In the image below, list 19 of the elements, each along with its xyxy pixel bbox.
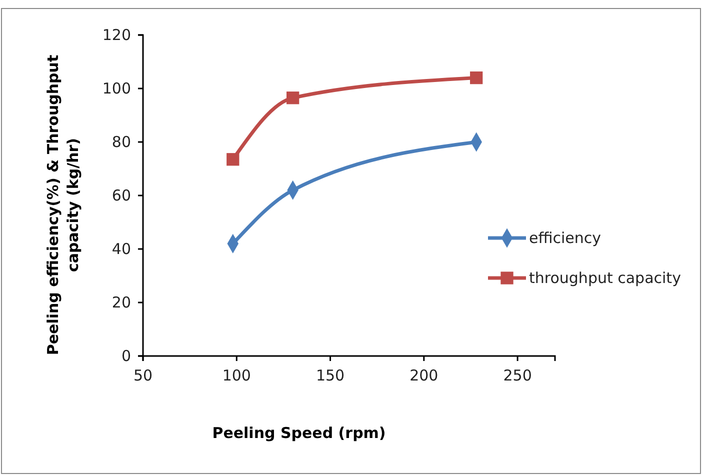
x-tick-label: 150 [316,366,345,385]
point [470,71,483,84]
point [286,92,300,104]
y-axis-title: Peeling efficiency(%) & Throughput capacity (kg/hr) [44,54,82,356]
y-tick-label: 100 [102,79,131,98]
legend-label: efficiency [529,229,602,247]
y-tick-label: 120 [102,26,131,44]
x-tick-label: 50 [133,366,153,385]
y-tick-label: 20 [112,293,131,312]
x-axis-title: Peeling Speed (rpm) [212,424,386,442]
y-tick-label: 60 [112,186,131,204]
x-tick-label: 200 [410,366,438,385]
legend-label: throughput capacity [529,269,682,287]
x-tick-label: 100 [222,366,251,385]
x-tick-label: 250 [503,366,532,385]
y-tick-label: 40 [112,240,131,258]
point [226,153,240,166]
y-tick-label: 80 [112,132,131,151]
y-tick-label: 0 [121,346,131,365]
